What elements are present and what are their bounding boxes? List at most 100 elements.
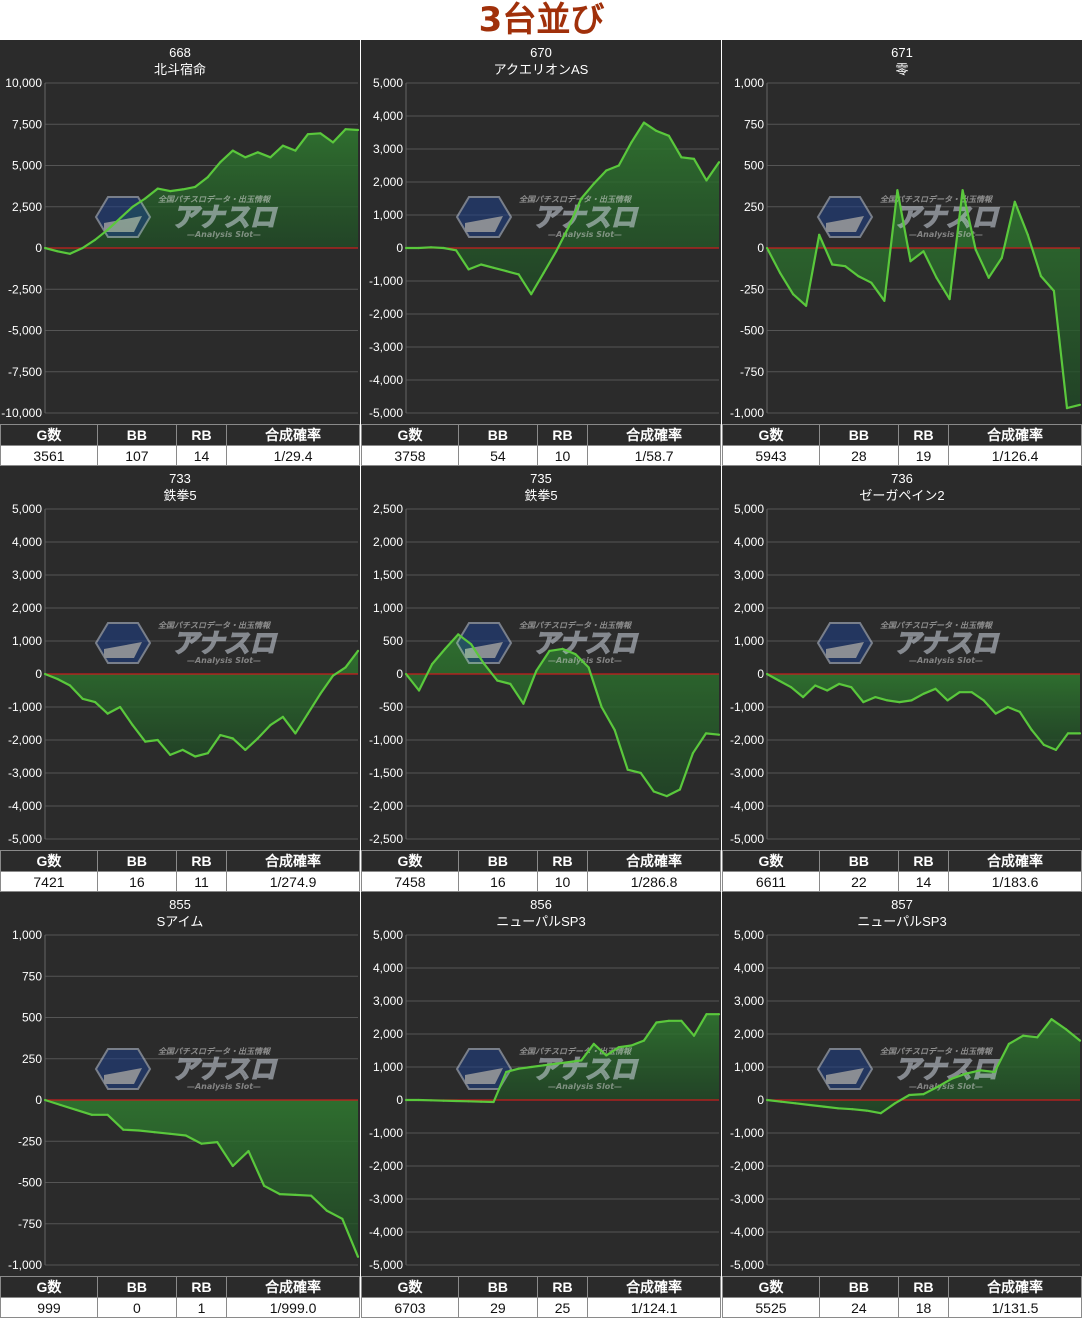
data-point	[467, 268, 470, 271]
watermark-stripe	[826, 216, 864, 232]
data-point	[1078, 732, 1082, 735]
data-point	[1064, 1028, 1067, 1031]
data-point	[137, 1129, 140, 1132]
data-point	[922, 692, 925, 695]
watermark-stripe	[104, 216, 142, 232]
stats-header: BB	[818, 850, 899, 872]
data-point	[979, 1069, 982, 1072]
y-tick-label: -250	[18, 1134, 42, 1148]
stats-table: G数 BB RB 合成確率 999 0 1 1/999.0	[0, 1276, 360, 1318]
stats-header: 合成確率	[948, 850, 1082, 872]
data-point	[850, 686, 853, 689]
stats-header: G数	[0, 1276, 98, 1298]
data-point	[356, 649, 360, 652]
data-point	[780, 1100, 783, 1103]
data-point	[587, 666, 590, 669]
data-point	[281, 144, 284, 147]
chart-background	[0, 892, 360, 1276]
y-tick-label: 250	[22, 1052, 42, 1066]
watermark-stripe	[826, 642, 864, 658]
stats-header: RB	[897, 1276, 950, 1298]
y-tick-label: -7,500	[8, 365, 42, 379]
stats-header: BB	[818, 1276, 899, 1298]
data-point	[429, 1099, 433, 1102]
stats-header: BB	[457, 424, 538, 446]
data-point	[530, 293, 533, 296]
data-point	[194, 185, 197, 188]
data-point	[404, 672, 408, 676]
watermark-subtitle: —Analysis Slot—	[548, 230, 622, 239]
data-point	[319, 692, 322, 695]
data-point	[247, 1150, 250, 1153]
y-tick-label: 4,000	[734, 961, 764, 975]
data-point	[652, 790, 655, 793]
stats-bb: 16	[457, 871, 538, 892]
data-point	[1042, 743, 1045, 746]
data-point	[778, 271, 782, 274]
data-point	[862, 701, 865, 704]
data-point	[294, 149, 297, 152]
machine-chart: 733 鉄拳5 5,000 4,000 3,000 2,000 1,000 0 -1,000 -2…	[0, 466, 360, 850]
data-point	[790, 686, 793, 689]
data-point	[492, 1100, 495, 1104]
y-tick-label: -250	[740, 282, 764, 296]
data-point	[961, 189, 964, 192]
stats-games: 6703	[361, 1297, 459, 1318]
data-point	[356, 128, 360, 132]
data-point	[144, 740, 147, 743]
data-point	[56, 677, 59, 681]
data-point	[1006, 705, 1009, 709]
data-point	[692, 1034, 696, 1037]
data-point	[617, 1046, 620, 1049]
y-tick-label: 500	[383, 634, 403, 648]
y-tick-label: 2,000	[734, 601, 764, 615]
y-tick-label: -4,000	[369, 373, 403, 387]
data-point	[530, 1065, 533, 1069]
stats-header: 合成確率	[226, 424, 360, 446]
machine-model: 鉄拳5	[163, 488, 196, 503]
stats-games: 3758	[361, 445, 459, 466]
data-point	[106, 228, 109, 231]
balance-area	[406, 634, 719, 797]
y-tick-label: -750	[18, 1217, 42, 1231]
data-point	[826, 689, 829, 692]
page-title: 3台並び	[478, 0, 605, 40]
data-point	[613, 729, 616, 732]
y-tick-label: 0	[757, 1093, 764, 1107]
data-point	[592, 1042, 595, 1045]
stats-header: RB	[897, 424, 950, 446]
data-point	[81, 697, 84, 700]
data-point	[231, 737, 234, 740]
machine-number: 670	[530, 45, 552, 60]
watermark-stripe	[104, 1068, 142, 1084]
data-point	[626, 768, 629, 771]
watermark-stripe	[465, 1068, 503, 1084]
y-tick-label: 4,000	[734, 535, 764, 549]
data-point	[1036, 1036, 1039, 1039]
data-point	[948, 298, 951, 301]
machine-panel: 735 鉄拳5 2,500 2,000 1,500 1,000 500 0 -500 -1,000…	[361, 466, 721, 892]
y-tick-label: 3,000	[373, 994, 403, 1008]
data-point	[470, 643, 473, 646]
y-tick-label: 1,000	[12, 928, 42, 942]
y-tick-label: 2,000	[12, 601, 42, 615]
y-tick-label: 0	[35, 1093, 42, 1107]
y-tick-label: 2,000	[734, 1027, 764, 1041]
data-point	[667, 1019, 670, 1022]
stats-header: 合成確率	[948, 424, 1082, 446]
y-tick-label: -4,000	[730, 799, 764, 813]
data-point	[838, 682, 841, 685]
y-tick-label: -2,000	[369, 307, 403, 321]
data-point	[90, 1113, 93, 1116]
machine-panel: 668 北斗宿命 10,000 7,500 5,000 2,500 0 -2,500 -5,00…	[0, 40, 360, 466]
y-tick-label: 5,000	[734, 928, 764, 942]
data-point	[831, 263, 834, 266]
balance-area	[767, 674, 1080, 750]
stats-header: BB	[96, 850, 177, 872]
data-point	[1066, 732, 1070, 735]
data-point	[1000, 256, 1003, 259]
data-point	[680, 1019, 683, 1022]
balance-line	[406, 121, 720, 296]
machine-model: ゼーガペイン2	[859, 488, 944, 503]
